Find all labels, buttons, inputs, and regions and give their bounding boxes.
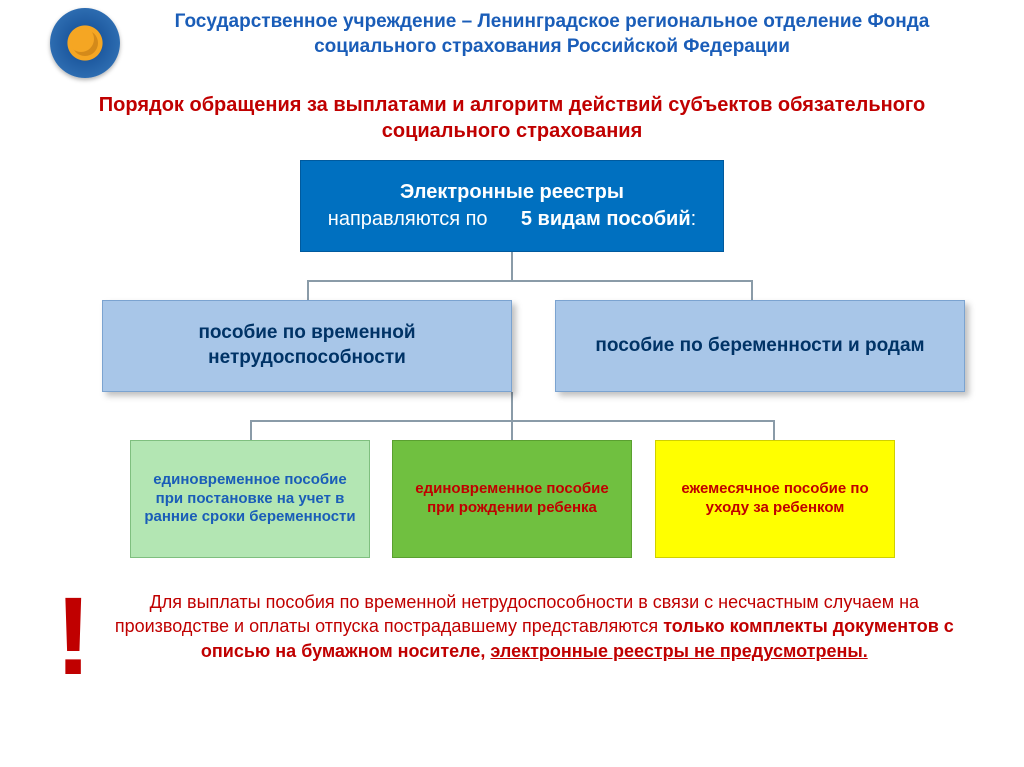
connector-line (511, 420, 513, 440)
mid-node-right: пособие по беременности и родам (555, 300, 965, 392)
connector-line (307, 280, 309, 300)
connector-line (250, 420, 252, 440)
header-title: Государственное учреждение – Ленинградск… (140, 10, 964, 59)
footer-text: Для выплаты пособия по временной нетрудо… (100, 590, 969, 663)
page-subtitle: Порядок обращения за выплатами и алгорит… (50, 92, 974, 144)
connector-line (511, 392, 513, 420)
footer-note: ! Для выплаты пособия по временной нетру… (55, 590, 969, 684)
connector-line (511, 252, 513, 280)
root-line1: Электронные реестры (400, 181, 624, 203)
mid-node-left: пособие по временной нетрудоспособности (102, 300, 512, 392)
root-node: Электронные реестры направляются по 5 ви… (300, 160, 724, 252)
connector-line (307, 280, 753, 282)
exclaim-icon: ! (55, 590, 92, 684)
footer-underline: электронные реестры не предусмотрены. (490, 641, 867, 661)
root-line2b: 5 видам пособий (521, 208, 691, 230)
org-logo-icon (50, 8, 120, 78)
leaf-node-3: ежемесячное пособие по уходу за ребенком (655, 440, 895, 558)
leaf-node-2: единовременное пособие при рождении ребе… (392, 440, 632, 558)
connector-line (773, 420, 775, 440)
connector-line (751, 280, 753, 300)
leaf-node-1: единовременное пособие при постановке на… (130, 440, 370, 558)
root-line2a: направляются по (328, 208, 488, 230)
